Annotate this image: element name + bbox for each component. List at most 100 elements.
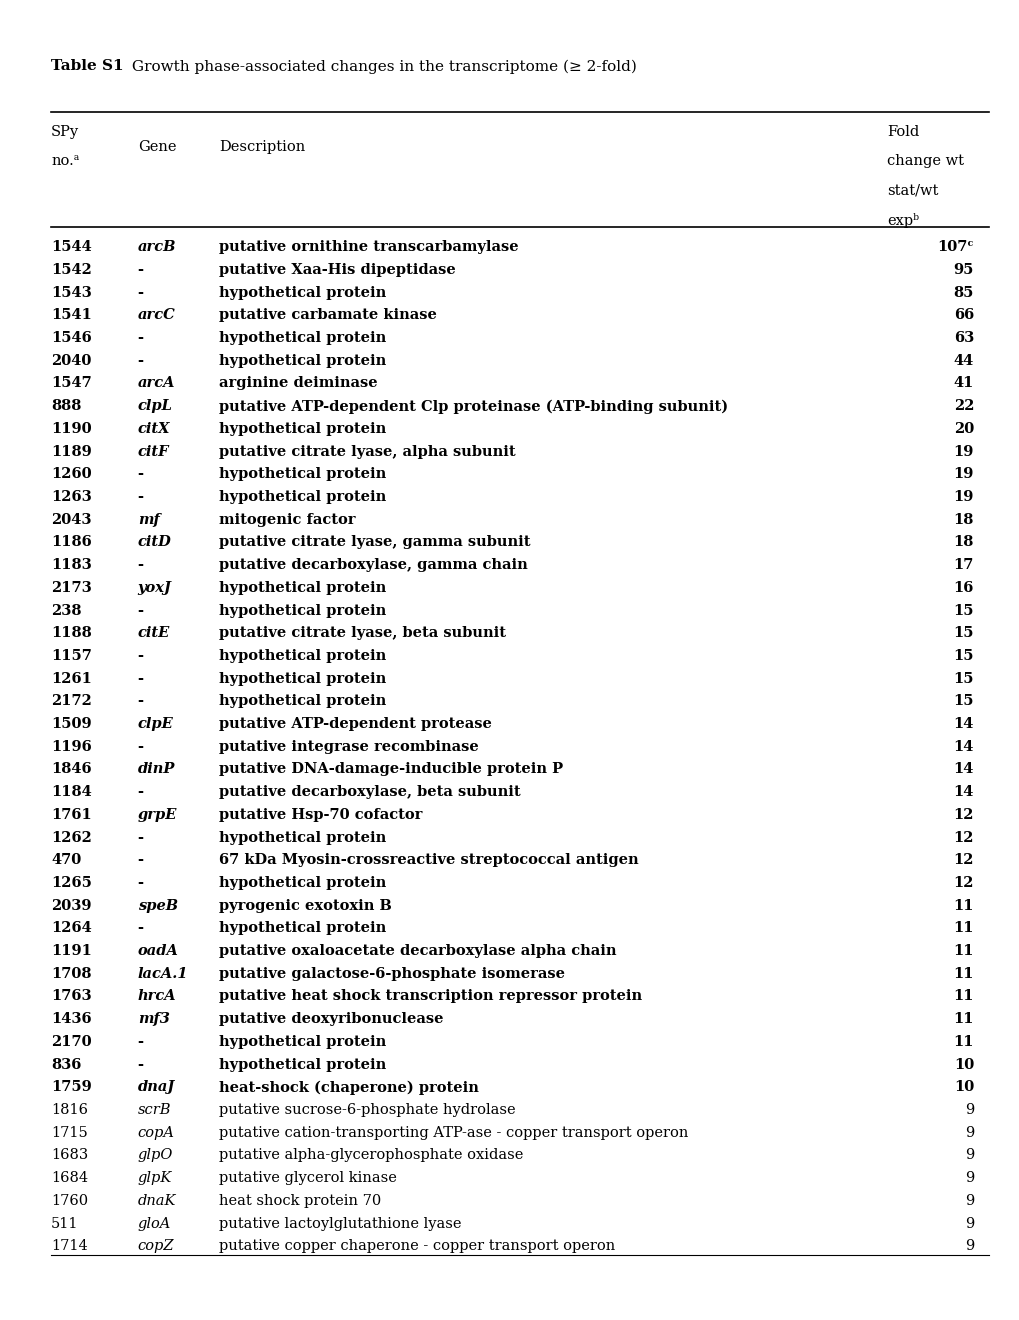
Text: expᵇ: expᵇ xyxy=(887,213,918,227)
Text: -: - xyxy=(138,558,144,572)
Text: hypothetical protein: hypothetical protein xyxy=(219,921,386,936)
Text: -: - xyxy=(138,785,144,799)
Text: putative alpha-glycerophosphate oxidase: putative alpha-glycerophosphate oxidase xyxy=(219,1148,523,1163)
Text: copA: copA xyxy=(138,1126,174,1139)
Text: Gene: Gene xyxy=(138,140,176,154)
Text: glpO: glpO xyxy=(138,1148,173,1163)
Text: 107ᶜ: 107ᶜ xyxy=(936,240,973,255)
Text: heat-shock (chaperone) protein: heat-shock (chaperone) protein xyxy=(219,1080,479,1094)
Text: yoxJ: yoxJ xyxy=(138,581,171,595)
Text: Growth phase-associated changes in the transcriptome (≥ 2-fold): Growth phase-associated changes in the t… xyxy=(127,59,637,74)
Text: 11: 11 xyxy=(953,944,973,958)
Text: putative ATP-dependent protease: putative ATP-dependent protease xyxy=(219,717,492,731)
Text: 1265: 1265 xyxy=(51,876,92,890)
Text: putative ATP-dependent Clp proteinase (ATP-binding subunit): putative ATP-dependent Clp proteinase (A… xyxy=(219,399,728,413)
Text: putative carbamate kinase: putative carbamate kinase xyxy=(219,309,437,322)
Text: putative decarboxylase, beta subunit: putative decarboxylase, beta subunit xyxy=(219,785,521,799)
Text: 1546: 1546 xyxy=(51,331,92,345)
Text: 1190: 1190 xyxy=(51,422,92,436)
Text: citX: citX xyxy=(138,422,170,436)
Text: 41: 41 xyxy=(953,376,973,391)
Text: 2170: 2170 xyxy=(51,1035,92,1049)
Text: 63: 63 xyxy=(953,331,973,345)
Text: dnaJ: dnaJ xyxy=(138,1080,175,1094)
Text: 20: 20 xyxy=(953,422,973,436)
Text: mf: mf xyxy=(138,512,159,527)
Text: 9: 9 xyxy=(964,1171,973,1185)
Text: 12: 12 xyxy=(953,808,973,822)
Text: putative DNA-damage-inducible protein P: putative DNA-damage-inducible protein P xyxy=(219,763,562,776)
Text: mitogenic factor: mitogenic factor xyxy=(219,512,356,527)
Text: 836: 836 xyxy=(51,1057,82,1072)
Text: 2172: 2172 xyxy=(51,694,92,709)
Text: hypothetical protein: hypothetical protein xyxy=(219,354,386,368)
Text: gloA: gloA xyxy=(138,1217,171,1230)
Text: 2043: 2043 xyxy=(51,512,92,527)
Text: putative Xaa-His dipeptidase: putative Xaa-His dipeptidase xyxy=(219,263,455,277)
Text: putative citrate lyase, alpha subunit: putative citrate lyase, alpha subunit xyxy=(219,445,516,458)
Text: hypothetical protein: hypothetical protein xyxy=(219,830,386,845)
Text: 19: 19 xyxy=(953,445,973,458)
Text: copZ: copZ xyxy=(138,1239,174,1253)
Text: -: - xyxy=(138,921,144,936)
Text: clpE: clpE xyxy=(138,717,173,731)
Text: 1262: 1262 xyxy=(51,830,92,845)
Text: 1760: 1760 xyxy=(51,1193,88,1208)
Text: 14: 14 xyxy=(953,739,973,754)
Text: Description: Description xyxy=(219,140,306,154)
Text: citD: citD xyxy=(138,536,171,549)
Text: Fold: Fold xyxy=(887,125,919,140)
Text: putative decarboxylase, gamma chain: putative decarboxylase, gamma chain xyxy=(219,558,528,572)
Text: 66: 66 xyxy=(953,309,973,322)
Text: 1260: 1260 xyxy=(51,467,92,482)
Text: putative ornithine transcarbamylase: putative ornithine transcarbamylase xyxy=(219,240,519,255)
Text: 14: 14 xyxy=(953,785,973,799)
Text: 9: 9 xyxy=(964,1126,973,1139)
Text: hypothetical protein: hypothetical protein xyxy=(219,285,386,300)
Text: 11: 11 xyxy=(953,899,973,912)
Text: hypothetical protein: hypothetical protein xyxy=(219,649,386,663)
Text: hypothetical protein: hypothetical protein xyxy=(219,672,386,685)
Text: 1683: 1683 xyxy=(51,1148,89,1163)
Text: 1542: 1542 xyxy=(51,263,92,277)
Text: 1715: 1715 xyxy=(51,1126,88,1139)
Text: 18: 18 xyxy=(953,512,973,527)
Text: hypothetical protein: hypothetical protein xyxy=(219,467,386,482)
Text: hypothetical protein: hypothetical protein xyxy=(219,876,386,890)
Text: 1544: 1544 xyxy=(51,240,92,255)
Text: 9: 9 xyxy=(964,1193,973,1208)
Text: 1261: 1261 xyxy=(51,672,92,685)
Text: 1547: 1547 xyxy=(51,376,92,391)
Text: glpK: glpK xyxy=(138,1171,172,1185)
Text: putative galactose-6-phosphate isomerase: putative galactose-6-phosphate isomerase xyxy=(219,966,565,981)
Text: -: - xyxy=(138,739,144,754)
Text: 95: 95 xyxy=(953,263,973,277)
Text: 67 kDa Myosin-crossreactive streptococcal antigen: 67 kDa Myosin-crossreactive streptococca… xyxy=(219,853,638,867)
Text: citE: citE xyxy=(138,626,170,640)
Text: -: - xyxy=(138,603,144,618)
Text: 15: 15 xyxy=(953,649,973,663)
Text: 511: 511 xyxy=(51,1217,78,1230)
Text: arginine deiminase: arginine deiminase xyxy=(219,376,378,391)
Text: putative heat shock transcription repressor protein: putative heat shock transcription repres… xyxy=(219,990,642,1003)
Text: putative glycerol kinase: putative glycerol kinase xyxy=(219,1171,396,1185)
Text: dinP: dinP xyxy=(138,763,175,776)
Text: 1263: 1263 xyxy=(51,490,92,504)
Text: 1684: 1684 xyxy=(51,1171,88,1185)
Text: grpE: grpE xyxy=(138,808,177,822)
Text: 470: 470 xyxy=(51,853,82,867)
Text: 1714: 1714 xyxy=(51,1239,88,1253)
Text: no.ᵃ: no.ᵃ xyxy=(51,154,79,169)
Text: 2173: 2173 xyxy=(51,581,92,595)
Text: putative deoxyribonuclease: putative deoxyribonuclease xyxy=(219,1012,443,1026)
Text: -: - xyxy=(138,876,144,890)
Text: dnaK: dnaK xyxy=(138,1193,176,1208)
Text: hypothetical protein: hypothetical protein xyxy=(219,331,386,345)
Text: 1186: 1186 xyxy=(51,536,92,549)
Text: 85: 85 xyxy=(953,285,973,300)
Text: 16: 16 xyxy=(953,581,973,595)
Text: -: - xyxy=(138,1035,144,1049)
Text: -: - xyxy=(138,1057,144,1072)
Text: clpL: clpL xyxy=(138,399,172,413)
Text: 1436: 1436 xyxy=(51,1012,92,1026)
